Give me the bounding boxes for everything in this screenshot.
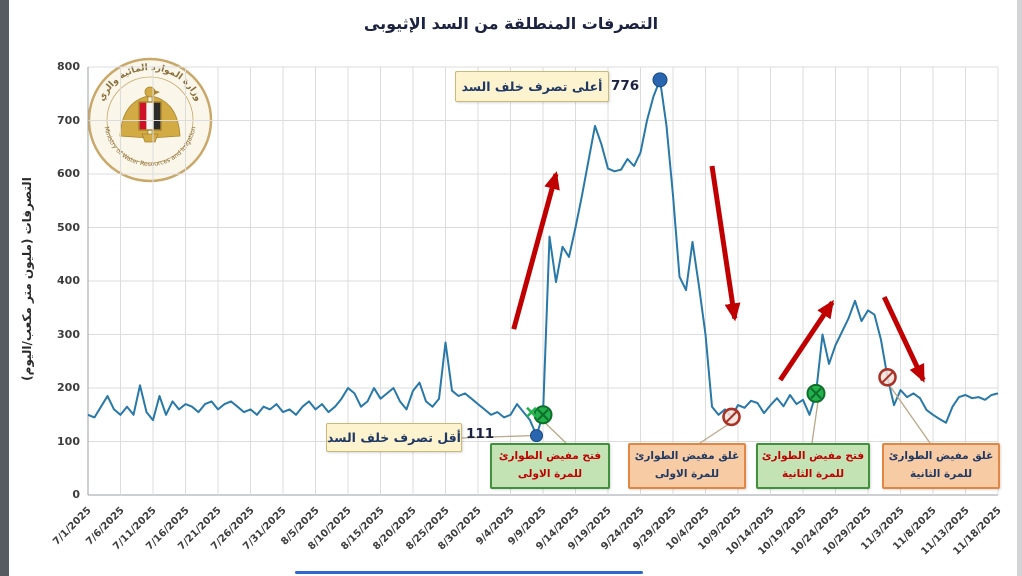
chart-title: التصرفات المنطلقة من السد الإثيوبى	[363, 14, 659, 33]
open-marker-x-icon	[810, 387, 822, 400]
max-discharge-value: 776	[611, 78, 640, 94]
trend-arrow-down	[881, 295, 926, 383]
min-point-marker	[530, 429, 543, 443]
min-discharge-value: 111	[466, 426, 495, 442]
y-tick-label: 400	[57, 274, 80, 287]
event-box-spillway-open-first: فتح مفيض الطوارئ للمرة الاولى	[490, 443, 610, 489]
min-discharge-label: أقل تصرف خلف السد	[327, 430, 461, 445]
event-label: غلق مفيض الطوارئ	[634, 450, 740, 462]
y-tick-label: 300	[57, 327, 80, 341]
max-point-marker	[652, 72, 668, 88]
event-box-spillway-open-second: فتح مفيض الطوارئ للمرة الثانية	[756, 443, 870, 489]
video-progress-line	[295, 571, 643, 574]
max-discharge-callout: أعلى تصرف خلف السد	[455, 71, 609, 102]
event-leader-line	[811, 401, 819, 444]
event-leader-line	[699, 424, 728, 444]
y-tick-label: 100	[57, 434, 80, 448]
event-label: للمرة الاولى	[654, 467, 720, 480]
right-edge-bar	[1017, 0, 1022, 576]
left-edge-bar	[0, 0, 9, 576]
event-leader-line	[888, 384, 931, 444]
eagle-emblem	[119, 86, 181, 143]
trend-arrow-up	[778, 299, 835, 382]
y-tick-label: 500	[57, 220, 80, 234]
close-marker-slash-icon	[725, 410, 738, 424]
event-label: للمرة الثانية	[781, 467, 845, 480]
max-discharge-label: أعلى تصرف خلف السد	[461, 79, 603, 94]
event-label: غلق مفيض الطوارئ	[888, 450, 994, 462]
min-discharge-callout: أقل تصرف خلف السد	[326, 423, 462, 452]
event-label: للمرة الثانية	[909, 467, 973, 480]
open-marker-check-scribble	[526, 406, 537, 418]
y-tick-label: 200	[57, 381, 80, 394]
event-box-spillway-close-first: غلق مفيض الطوارئ للمرة الاولى	[628, 443, 746, 489]
event-label: فتح مفيض الطوارئ	[498, 450, 602, 462]
trend-arrow-down	[709, 165, 741, 322]
y-tick-label: 0	[72, 488, 80, 501]
close-marker-slash-icon	[881, 371, 894, 384]
trend-arrow-up	[511, 171, 560, 330]
event-label: للمرة الاولى	[517, 467, 583, 480]
event-leader-line	[544, 422, 567, 444]
event-box-spillway-close-second: غلق مفيض الطوارئ للمرة الثانية	[882, 443, 1000, 489]
y-tick-label: 700	[57, 113, 80, 127]
y-tick-label: 800	[57, 60, 80, 73]
y-tick-label: 600	[57, 167, 80, 180]
min-leader-line	[461, 434, 532, 439]
open-marker-x-icon	[537, 409, 549, 421]
event-label: فتح مفيض الطوارئ	[761, 450, 865, 462]
